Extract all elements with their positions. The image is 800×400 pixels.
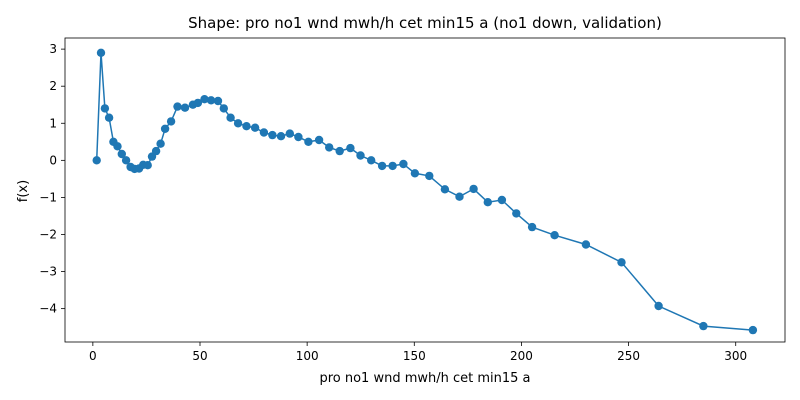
data-point: [219, 104, 228, 113]
data-point: [160, 124, 170, 133]
data-point: [143, 161, 152, 170]
data-point: [367, 156, 376, 165]
data-point: [250, 123, 260, 132]
data-point: [213, 96, 223, 106]
data-point: [113, 142, 122, 151]
data-point: [151, 146, 161, 156]
data-point: [346, 143, 355, 153]
data-point: [294, 132, 303, 142]
axes-frame: [64, 37, 786, 343]
data-point: [242, 122, 251, 131]
data-point: [654, 301, 663, 311]
data-point: [483, 198, 492, 207]
data-point: [699, 321, 708, 331]
data-point: [180, 103, 190, 112]
data-point: [96, 48, 106, 57]
data-point: [193, 98, 203, 108]
data-point: [92, 156, 101, 165]
data-point: [440, 185, 450, 194]
data-point: [276, 132, 286, 141]
x-axis-label: pro no1 wnd mwh/h cet min15 a: [319, 371, 530, 386]
y-tick-label: −1: [39, 190, 57, 204]
data-point: [512, 209, 521, 218]
data-point: [550, 231, 559, 240]
data-point: [104, 113, 114, 122]
y-tick-label: −4: [39, 302, 57, 316]
data-point: [117, 149, 127, 159]
data-point: [497, 195, 507, 205]
y-tick-label: −3: [39, 265, 57, 279]
x-tick-label: 50: [192, 349, 207, 363]
data-point: [388, 161, 397, 171]
data-point: [233, 119, 243, 128]
y-axis-label: f(x): [16, 180, 31, 202]
data-point: [425, 171, 434, 181]
x-tick-label: 300: [724, 349, 747, 363]
data-point: [121, 156, 131, 165]
chart-title: Shape: pro no1 wnd mwh/h cet min15 a (no…: [188, 14, 662, 32]
data-point: [469, 184, 478, 194]
data-point: [166, 117, 176, 126]
x-tick-label: 200: [510, 349, 533, 363]
data-point: [173, 102, 182, 111]
data-point: [335, 146, 344, 156]
data-point: [226, 113, 235, 122]
y-tick-label: 2: [49, 79, 57, 93]
data-point: [617, 258, 626, 267]
x-tick-label: 100: [296, 349, 319, 363]
data-point: [100, 104, 110, 113]
data-point: [156, 139, 165, 148]
data-point: [748, 325, 758, 335]
y-tick-label: 3: [49, 42, 57, 56]
y-tick-label: 0: [49, 153, 57, 167]
data-point: [399, 159, 408, 169]
data-point: [377, 161, 387, 171]
data-point: [206, 96, 216, 105]
data-point: [527, 222, 537, 232]
plot-area: 0 50 100 150 200 250 300 −4 −3 −2 −1 0 1 2 3: [39, 37, 786, 363]
x-tick-label: 0: [89, 349, 97, 363]
data-point: [304, 137, 313, 146]
x-tick-label: 250: [617, 349, 640, 363]
y-tick-label: −2: [39, 227, 57, 241]
data-point: [356, 151, 365, 160]
data-point: [200, 95, 209, 104]
data-point: [268, 130, 277, 140]
data-point: [581, 240, 591, 249]
data-point: [285, 129, 294, 138]
data-point: [259, 128, 269, 137]
data-point: [314, 135, 324, 145]
data-point: [455, 192, 464, 201]
data-point: [410, 169, 420, 178]
x-tick-label: 150: [403, 349, 426, 363]
data-point: [325, 143, 334, 152]
y-tick-label: 1: [49, 116, 57, 130]
